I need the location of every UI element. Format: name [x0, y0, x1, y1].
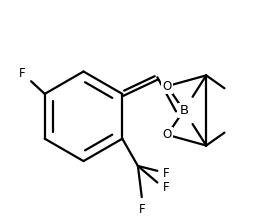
Text: F: F — [163, 167, 170, 180]
Text: F: F — [19, 67, 26, 80]
Text: B: B — [179, 104, 188, 117]
Text: O: O — [163, 80, 172, 93]
Text: O: O — [163, 128, 172, 141]
Text: F: F — [163, 181, 170, 194]
Text: F: F — [139, 203, 145, 216]
